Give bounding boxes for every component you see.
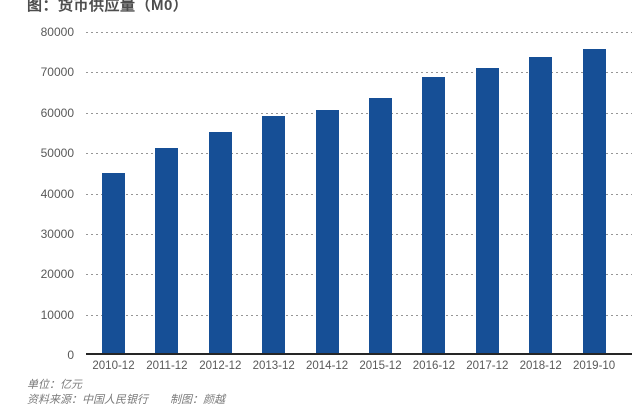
x-tick-label: 2015-12 <box>359 360 402 372</box>
plot-area: 2010-12 2011-12 2012-12 2013-12 2014-12 2015-… <box>86 32 632 372</box>
y-tick-label: 10000 <box>40 307 74 322</box>
gridline <box>86 153 632 155</box>
gridline <box>86 274 632 276</box>
source-credit-note: 资料来源：中国人民银行 制图：颜越 <box>27 394 225 406</box>
y-tick-label: 40000 <box>40 186 74 201</box>
gridline <box>86 112 632 114</box>
bar-2010-12 <box>102 172 125 353</box>
y-tick-label: 60000 <box>40 105 74 120</box>
bar-2018-12 <box>529 57 553 353</box>
y-tick-label: 20000 <box>40 267 74 282</box>
x-tick-label: 2010-12 <box>92 360 135 372</box>
y-tick-label: 70000 <box>40 65 74 80</box>
gridline <box>86 193 632 195</box>
y-tick-label: 30000 <box>40 226 74 241</box>
x-tick-label: 2019-10 <box>572 360 616 372</box>
gridline <box>86 233 632 235</box>
bar-2013-12 <box>262 116 286 353</box>
x-tick-label: 2013-12 <box>252 360 295 372</box>
bar-2017-12 <box>475 67 499 353</box>
y-axis-labels: 0 10000 20000 30000 40000 50000 60000 70000 8000… <box>0 25 74 362</box>
x-tick-label: 2011-12 <box>146 360 188 372</box>
bar-2019-10 <box>582 48 606 353</box>
unit-note: 单位：亿元 <box>27 379 82 391</box>
bar-2011-12 <box>155 148 179 353</box>
bar-2012-12 <box>208 132 232 353</box>
x-tick-label: 2018-12 <box>519 360 562 372</box>
x-tick-label: 2012-12 <box>199 360 242 372</box>
gridline <box>86 72 632 74</box>
gridline <box>86 314 632 316</box>
x-tick-label: 2017-12 <box>466 360 509 372</box>
y-tick-label: 0 <box>67 348 74 362</box>
bar-2015-12 <box>369 97 392 353</box>
gridline <box>86 32 632 33</box>
bar-2014-12 <box>315 109 339 353</box>
x-tick-label: 2014-12 <box>305 360 349 372</box>
x-tick-label: 2016-12 <box>412 360 455 372</box>
bar-2016-12 <box>422 77 446 353</box>
y-tick-label: 80000 <box>40 25 74 39</box>
chart-title: 图：货币供应量（M0） <box>27 0 189 14</box>
y-tick-label: 50000 <box>40 146 74 161</box>
